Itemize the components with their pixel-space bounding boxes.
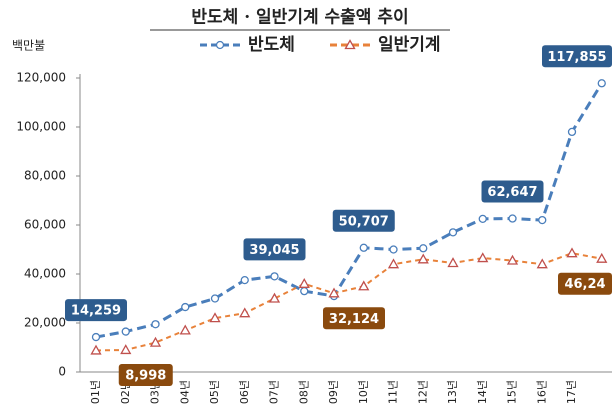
point <box>358 280 370 291</box>
point <box>240 275 249 285</box>
point <box>209 312 221 323</box>
x-tick-label: 04년 <box>178 380 191 404</box>
point <box>478 214 487 224</box>
x-tick-label: 17년 <box>565 380 578 404</box>
value-label: 32,124 <box>329 312 379 327</box>
x-tick-label: 06년 <box>238 380 251 404</box>
y-axis-label: 백만불 <box>12 39 45 53</box>
y-tick-label: 0 <box>58 365 66 379</box>
point <box>210 294 220 303</box>
value-label: 50,707 <box>339 214 389 229</box>
value-label-box <box>65 299 127 322</box>
point <box>270 272 279 281</box>
point <box>91 332 101 342</box>
point <box>268 292 281 303</box>
point <box>387 258 400 269</box>
x-tick-label: 16년 <box>535 380 548 404</box>
value-label-box <box>542 45 612 68</box>
point <box>567 127 577 137</box>
x-tick-label: 15년 <box>506 380 519 404</box>
point <box>448 228 458 237</box>
x-tick-label: 12년 <box>416 380 429 404</box>
value-label: 14,259 <box>71 304 121 319</box>
point <box>508 214 517 223</box>
line <box>95 252 602 352</box>
y-tick-label: 120,000 <box>16 71 66 85</box>
point <box>506 254 519 265</box>
value-label-box <box>243 238 306 261</box>
y-tick-label: 40,000 <box>24 267 66 281</box>
x-tick-label: 07년 <box>268 380 281 404</box>
point <box>389 245 398 254</box>
point <box>121 327 130 336</box>
point <box>239 307 251 318</box>
point <box>149 336 162 347</box>
x-tick-label: 09년 <box>327 380 340 404</box>
x-tick-label: 13년 <box>446 380 459 404</box>
x-tick-label: 10년 <box>357 380 370 404</box>
point <box>538 215 547 225</box>
value-label: 8,998 <box>125 368 166 383</box>
y-tick-label: 100,000 <box>16 120 66 134</box>
point <box>566 247 578 258</box>
value-label: 117,855 <box>547 50 606 65</box>
value-label: 46,24 <box>564 277 605 292</box>
point <box>536 258 548 269</box>
point <box>300 286 309 296</box>
point <box>328 287 340 298</box>
y-tick-label: 20,000 <box>24 316 66 330</box>
point <box>120 344 132 355</box>
point <box>179 324 191 335</box>
chart-title: 반도체 · 일반기계 수출액 추이 <box>191 8 408 28</box>
x-tick-label: 03년 <box>149 380 162 404</box>
y-tick-label: 80,000 <box>24 169 66 183</box>
point <box>597 79 606 88</box>
x-tick-label: 02년 <box>119 380 132 404</box>
legend-label: 반도체 <box>248 35 295 55</box>
value-label-box <box>323 307 385 330</box>
x-tick-label: 01년 <box>89 380 102 404</box>
x-tick-label: 05년 <box>208 380 221 404</box>
value-label-box <box>481 180 544 203</box>
x-tick-label: 08년 <box>297 380 310 404</box>
point <box>477 252 489 263</box>
point <box>151 320 160 329</box>
point <box>344 39 356 50</box>
x-tick-label: 11년 <box>387 380 400 404</box>
point <box>359 243 368 252</box>
line <box>95 82 604 339</box>
point <box>298 277 310 288</box>
value-label-box <box>332 209 395 232</box>
value-label: 39,045 <box>249 243 299 258</box>
value-label: 62,647 <box>487 185 537 200</box>
legend-label: 일반기계 <box>378 35 441 55</box>
point <box>181 302 190 312</box>
x-tick-label: 14년 <box>476 380 489 404</box>
point <box>215 40 225 50</box>
point <box>419 244 428 253</box>
y-tick-label: 60,000 <box>24 218 66 232</box>
point <box>417 253 429 264</box>
value-label-box <box>558 272 612 295</box>
point <box>447 257 459 268</box>
point <box>596 252 608 263</box>
value-label-box <box>118 363 173 386</box>
point <box>90 344 102 355</box>
